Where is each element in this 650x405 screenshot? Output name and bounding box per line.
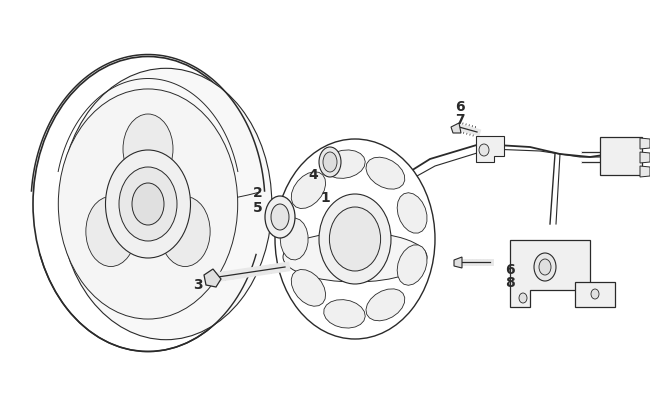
Polygon shape: [366, 158, 405, 190]
Ellipse shape: [58, 90, 238, 319]
Ellipse shape: [591, 289, 599, 299]
Text: 3: 3: [193, 277, 203, 291]
Polygon shape: [397, 245, 427, 286]
Polygon shape: [640, 153, 650, 164]
Polygon shape: [397, 193, 427, 234]
Ellipse shape: [60, 69, 272, 340]
Text: 5: 5: [253, 200, 263, 215]
Ellipse shape: [132, 183, 164, 226]
Ellipse shape: [479, 145, 489, 157]
Ellipse shape: [534, 254, 556, 281]
Polygon shape: [204, 269, 221, 287]
Text: 7: 7: [455, 113, 465, 127]
Polygon shape: [575, 282, 615, 307]
Text: 1: 1: [320, 190, 330, 205]
Polygon shape: [640, 139, 650, 149]
Ellipse shape: [539, 259, 551, 275]
Polygon shape: [324, 151, 365, 179]
Ellipse shape: [319, 194, 391, 284]
Ellipse shape: [33, 58, 263, 352]
Text: 8: 8: [505, 275, 515, 289]
Ellipse shape: [330, 207, 381, 271]
Polygon shape: [366, 289, 405, 321]
Ellipse shape: [283, 232, 427, 282]
Text: 6: 6: [505, 262, 515, 276]
Ellipse shape: [119, 168, 177, 241]
Ellipse shape: [271, 205, 289, 230]
Polygon shape: [280, 219, 308, 260]
Ellipse shape: [319, 148, 341, 177]
Polygon shape: [476, 136, 504, 162]
Polygon shape: [600, 138, 642, 175]
Ellipse shape: [519, 293, 527, 303]
Text: 4: 4: [308, 168, 318, 181]
Polygon shape: [454, 257, 462, 269]
Ellipse shape: [160, 197, 210, 267]
Text: 6: 6: [455, 100, 465, 114]
Polygon shape: [324, 300, 365, 328]
Polygon shape: [640, 166, 650, 177]
Ellipse shape: [275, 140, 435, 339]
Text: 2: 2: [253, 185, 263, 200]
Ellipse shape: [323, 153, 337, 173]
Ellipse shape: [105, 151, 190, 258]
Ellipse shape: [123, 115, 173, 185]
Polygon shape: [291, 173, 326, 209]
Ellipse shape: [265, 196, 295, 239]
Ellipse shape: [86, 197, 136, 267]
Polygon shape: [510, 241, 590, 307]
Polygon shape: [451, 124, 461, 134]
Polygon shape: [291, 270, 326, 307]
